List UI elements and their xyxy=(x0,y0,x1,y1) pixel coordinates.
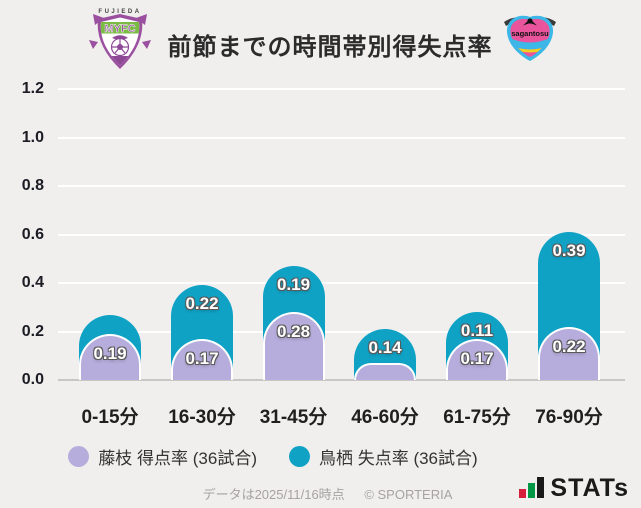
y-axis-tick-label: 0.8 xyxy=(21,177,44,194)
legend: 藤枝 得点率 (36試合) 鳥栖 失点率 (36試合) xyxy=(0,444,546,469)
gridline xyxy=(58,282,625,284)
stats-logo: STATs xyxy=(519,475,629,501)
footer-data-note: データは2025/11/16時点 xyxy=(202,487,345,502)
value-label-home: 0.19 xyxy=(93,343,127,363)
legend-item: 鳥栖 失点率 (36試合) xyxy=(289,444,478,469)
value-label-home: 0.28 xyxy=(276,322,311,342)
bar-segment-home xyxy=(79,333,141,380)
value-label-away: 0.11 xyxy=(460,321,494,341)
x-axis-label: 61-75分 xyxy=(443,407,511,428)
legend-label: 鳥栖 失点率 (36試合) xyxy=(319,449,478,468)
y-axis-tick-label: 0.2 xyxy=(21,322,44,340)
gridline xyxy=(58,88,625,90)
page-title: 前節までの時間帯別得失点率 xyxy=(167,34,493,61)
gridline xyxy=(58,233,625,236)
value-label-away: 0.14 xyxy=(368,338,402,358)
x-axis-label: 0-15分 xyxy=(81,407,139,428)
fujieda-crest-top-text: FUJIEDA xyxy=(98,9,141,15)
legend-swatch-icon xyxy=(289,446,310,467)
value-label-home: 0.22 xyxy=(552,336,586,356)
value-label-home: 0.17 xyxy=(460,348,494,368)
legend-swatch-icon xyxy=(68,446,90,467)
fujieda-myfc-crest-icon: FUJIEDA MYFC xyxy=(89,9,151,69)
tosu-crest-main-text: sagantosu xyxy=(511,29,549,38)
stats-logo-bars-icon xyxy=(519,477,545,501)
value-label-away: 0.39 xyxy=(552,241,586,261)
sagan-tosu-crest-icon: sagantosu xyxy=(504,15,556,61)
gridline xyxy=(58,185,625,187)
value-label-away: 0.19 xyxy=(276,275,311,295)
y-axis-tick-label: 0.6 xyxy=(21,225,44,243)
x-axis-label: 31-45分 xyxy=(259,407,328,428)
gridline xyxy=(58,330,625,333)
gridline xyxy=(58,136,625,139)
bar-segment-home xyxy=(354,363,416,380)
header: FUJIEDA MYFC 前節までの時間帯別得失点率 xyxy=(0,0,641,78)
x-axis-label: 76-90分 xyxy=(535,407,603,428)
y-axis-tick-label: 0.4 xyxy=(21,274,44,291)
legend-label: 藤枝 得点率 (36試合) xyxy=(98,449,257,468)
y-axis-tick-label: 0.0 xyxy=(21,371,44,388)
legend-item: 藤枝 得点率 (36試合) xyxy=(68,444,257,469)
stats-logo-text: STATs xyxy=(550,474,629,502)
x-axis-label: 46-60分 xyxy=(351,407,419,428)
y-axis-tick-label: 1.2 xyxy=(21,80,44,97)
bar-segment-home xyxy=(538,326,600,380)
footer: データは2025/11/16時点 © SPORTERIA xyxy=(7,484,641,503)
value-label-away: 0.22 xyxy=(185,294,219,314)
fujieda-crest-main-text: MYFC xyxy=(104,23,135,35)
x-axis-label: 16-30分 xyxy=(168,407,236,428)
footer-copyright: © SPORTERIA xyxy=(364,487,453,502)
x-axis-line xyxy=(58,379,625,381)
value-label-home: 0.17 xyxy=(185,348,219,368)
bar-segment-home xyxy=(262,312,325,380)
y-axis-tick-label: 1.0 xyxy=(21,128,44,146)
